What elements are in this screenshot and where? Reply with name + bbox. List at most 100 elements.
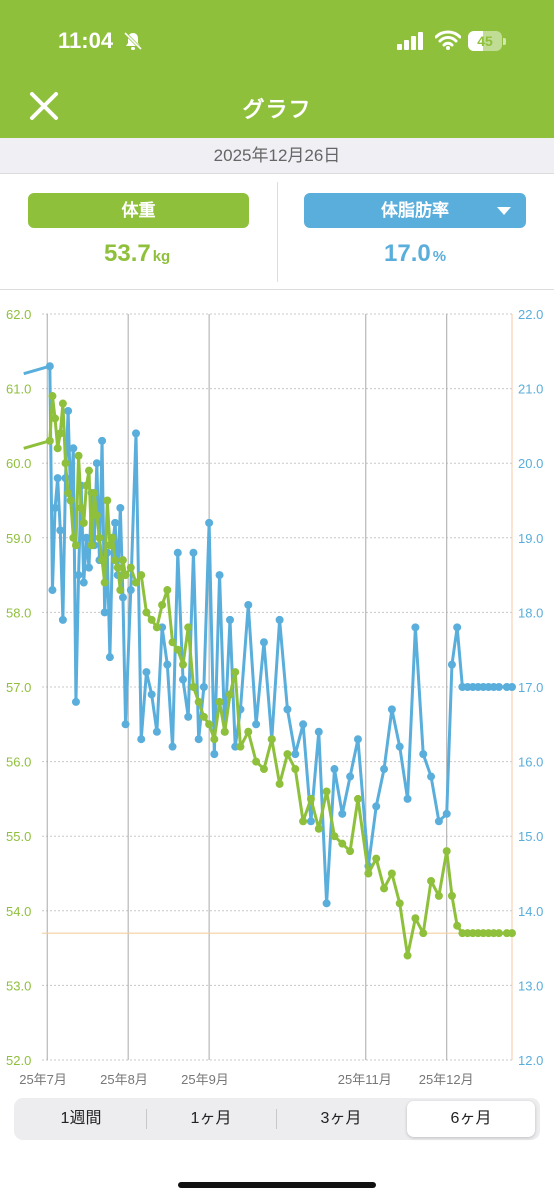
weight-button[interactable]: 体重 xyxy=(28,193,249,228)
right-tick-label: 21.0 xyxy=(518,382,543,397)
body-fat-series-point xyxy=(226,615,234,624)
range-tab-3[interactable]: 3ヶ月 xyxy=(320,1110,362,1127)
body-fat-series-point xyxy=(427,772,436,781)
weight-series-point xyxy=(194,697,203,706)
weight-series-point xyxy=(330,832,339,841)
weight-series-point xyxy=(87,541,96,550)
weight-series-point xyxy=(259,765,268,774)
weight-series-point xyxy=(226,690,234,699)
x-tick-label: 25年7月 xyxy=(19,1072,67,1087)
weight-series-point xyxy=(387,869,396,878)
body-fat-series-point xyxy=(403,794,412,803)
close-icon[interactable] xyxy=(26,88,62,124)
weight-series-point xyxy=(434,891,443,900)
weight-series-point xyxy=(494,929,503,938)
app-header: 11:04 45 グラフ xyxy=(0,0,554,138)
body-fat-series-point xyxy=(51,503,60,512)
body-fat-series-point xyxy=(116,503,125,512)
weight-series-point xyxy=(48,392,57,401)
weight-series-point xyxy=(71,541,80,550)
weight-series-point xyxy=(92,511,101,520)
body-fat-series-point xyxy=(338,809,347,818)
weight-series-point xyxy=(126,563,135,572)
weight-series-point xyxy=(98,556,107,565)
weight-series-point xyxy=(77,503,86,512)
weight-series-point xyxy=(322,787,331,796)
body-fat-series-point xyxy=(126,586,135,595)
body-fat-series-point xyxy=(132,429,140,438)
weight-series-point xyxy=(215,697,224,706)
weight-series-point xyxy=(103,496,112,505)
weight-series-point xyxy=(137,571,146,580)
body-fat-series-point xyxy=(199,683,208,691)
weight-fat-chart: 25年7月 25年8月 25年9月 25年11月 25年12月 52.0 53.0 54.0 5… xyxy=(6,307,543,1087)
left-tick-label: 54.0 xyxy=(6,904,31,919)
range-tab-4[interactable]: 6ヶ月 xyxy=(407,1101,535,1137)
body-fat-series-point xyxy=(184,712,193,721)
body-fat-label: 体脂肪率 xyxy=(381,201,449,220)
metric-divider xyxy=(277,182,278,282)
weight-series-point xyxy=(64,489,73,498)
body-fat-value: 17.0% xyxy=(384,240,446,268)
body-fat-series-point xyxy=(79,578,88,587)
body-fat-series-point xyxy=(283,705,292,714)
wifi-icon xyxy=(435,30,461,50)
weight-series-point xyxy=(447,891,456,900)
body-fat-series-point xyxy=(434,817,443,826)
body-fat-series-point xyxy=(322,899,331,908)
weight-series-point xyxy=(121,571,130,580)
body-fat-dropdown[interactable]: 体脂肪率 xyxy=(304,193,526,228)
weight-series-point xyxy=(116,586,125,595)
weight-series-point xyxy=(236,742,245,751)
body-fat-series-point xyxy=(53,474,62,483)
signal-icon xyxy=(397,32,423,50)
weight-value: 53.7 kg xyxy=(104,240,170,268)
range-tab-1[interactable]: 1週間 xyxy=(60,1110,102,1127)
body-fat-series-point xyxy=(306,817,315,826)
right-tick-label: 22.0 xyxy=(518,307,543,322)
x-tick-label: 25年9月 xyxy=(181,1072,229,1087)
weight-series-point xyxy=(189,683,198,691)
body-fat-series-point xyxy=(299,720,308,729)
right-tick-label: 16.0 xyxy=(518,755,543,770)
body-fat-series-point xyxy=(121,720,130,729)
body-fat-series-point xyxy=(411,623,420,632)
body-fat-series-point xyxy=(259,638,268,647)
body-fat-series-point xyxy=(45,362,54,371)
body-fat-series-point xyxy=(147,690,156,699)
weight-series-point xyxy=(56,429,65,438)
weight-series-point xyxy=(53,444,62,453)
metrics-panel: 体重 53.7 kg 体脂肪率 17.0% xyxy=(0,174,554,290)
body-fat-series-point xyxy=(380,765,389,774)
x-tick-label: 25年8月 xyxy=(100,1072,148,1087)
body-fat-series-point xyxy=(74,571,83,580)
body-fat-series-point xyxy=(244,600,253,609)
weight-series-point xyxy=(231,668,240,677)
weight-series-point xyxy=(66,496,75,505)
body-fat-series-point xyxy=(168,742,177,751)
weight-series-point xyxy=(372,854,381,863)
left-tick-label: 59.0 xyxy=(6,531,31,546)
weight-series-point xyxy=(306,794,315,803)
body-fat-series-point xyxy=(163,660,172,669)
weight-series-point xyxy=(453,921,462,930)
left-tick-label: 62.0 xyxy=(6,307,31,322)
weight-series-point xyxy=(338,839,347,848)
left-tick-label: 55.0 xyxy=(6,829,31,844)
weight-series-point xyxy=(346,847,355,856)
weight-series-point xyxy=(283,750,292,759)
weight-series-point xyxy=(158,600,167,609)
weight-series-point xyxy=(427,876,436,885)
weight-series-point xyxy=(118,556,127,565)
right-tick-label: 20.0 xyxy=(518,456,543,471)
weight-series-point xyxy=(210,735,219,744)
weight-series-point xyxy=(353,794,362,803)
range-separator xyxy=(276,1109,277,1129)
weight-series-point xyxy=(147,615,156,624)
body-fat-series-point xyxy=(58,615,67,624)
range-tab-2[interactable]: 1ヶ月 xyxy=(190,1110,232,1127)
body-fat-series-point xyxy=(64,406,73,415)
body-fat-series-point xyxy=(395,742,404,751)
weight-series-point xyxy=(173,645,182,654)
weight-series-point xyxy=(85,466,93,475)
